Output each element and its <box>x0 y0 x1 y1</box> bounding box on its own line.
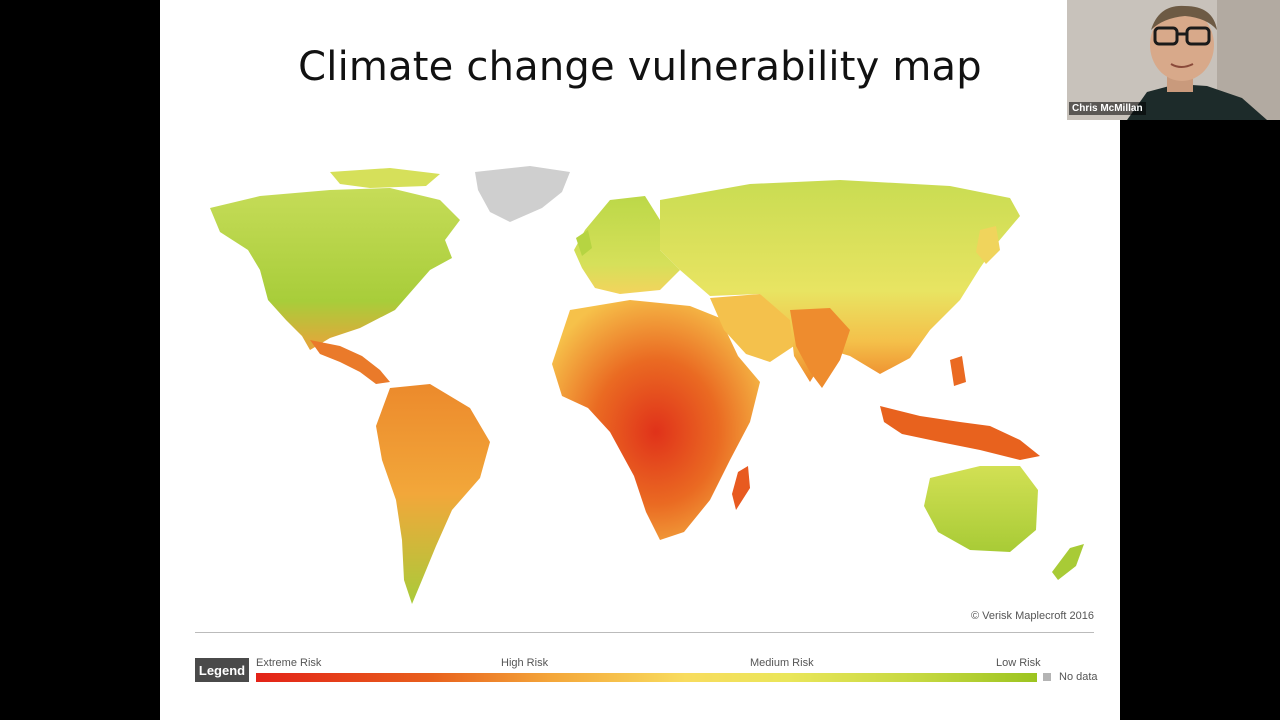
europe <box>574 196 680 294</box>
participant-video-tile[interactable]: Chris McMillan <box>1067 0 1280 120</box>
arctic-islands <box>330 168 440 188</box>
new-zealand <box>1052 544 1084 580</box>
south-america <box>376 384 490 604</box>
left-letterbox <box>0 0 160 720</box>
right-letterbox <box>1120 0 1280 720</box>
legend-title: Legend <box>195 658 249 682</box>
participant-video-frame <box>1067 0 1280 120</box>
legend-low-risk: Low Risk <box>996 657 1041 669</box>
legend-divider <box>195 632 1094 633</box>
presentation-slide: Climate change vulnerability map <box>160 0 1120 720</box>
greenland <box>475 166 570 222</box>
legend-color-scale <box>256 673 1037 682</box>
legend-extreme-risk: Extreme Risk <box>256 657 322 669</box>
participant-name: Chris McMillan <box>1069 102 1146 115</box>
middle-east <box>710 294 794 362</box>
south-asia <box>790 308 850 388</box>
map-copyright: © Verisk Maplecroft 2016 <box>970 610 1094 622</box>
british-isles <box>576 230 592 256</box>
madagascar <box>732 466 750 510</box>
japan <box>976 226 1000 264</box>
africa <box>552 300 760 540</box>
australia <box>924 466 1038 552</box>
legend-no-data: No data <box>1059 671 1098 683</box>
slide-title: Climate change vulnerability map <box>298 44 982 90</box>
philippines <box>950 356 966 386</box>
legend-high-risk: High Risk <box>501 657 549 669</box>
north-america <box>210 188 460 350</box>
no-data-swatch <box>1043 673 1051 681</box>
legend-medium-risk: Medium Risk <box>750 657 814 669</box>
world-vulnerability-map <box>210 166 1084 604</box>
indonesia <box>880 406 1040 460</box>
asia <box>660 180 1020 382</box>
central-america <box>310 340 390 384</box>
